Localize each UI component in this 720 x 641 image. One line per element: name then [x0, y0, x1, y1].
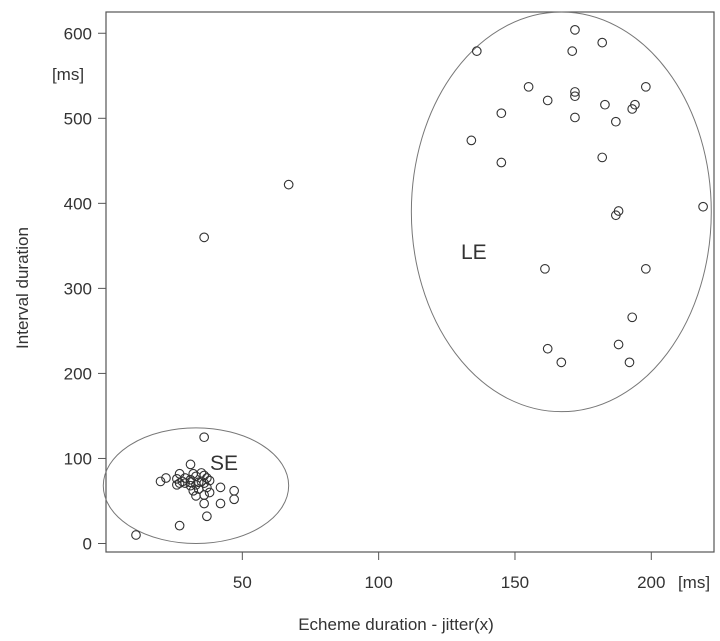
- data-point: [467, 136, 476, 145]
- y-unit-label: [ms]: [52, 65, 84, 84]
- data-point: [543, 344, 552, 353]
- data-point: [230, 486, 239, 495]
- data-point: [598, 153, 607, 162]
- data-point: [200, 499, 209, 508]
- x-tick-label: 150: [501, 573, 529, 592]
- data-point: [557, 358, 566, 367]
- data-point: [642, 265, 651, 274]
- data-point: [472, 47, 481, 56]
- data-point: [175, 521, 184, 530]
- x-tick-label: 100: [364, 573, 392, 592]
- data-point: [284, 180, 293, 189]
- x-axis-label: Echeme duration - jitter(x): [298, 615, 494, 634]
- data-point: [612, 117, 621, 126]
- region-label-le: LE: [461, 241, 487, 264]
- data-point: [628, 313, 637, 322]
- y-axis: 0 100 200 300 400 500 600: [64, 24, 106, 553]
- y-tick-label: 200: [64, 364, 92, 383]
- data-point: [230, 495, 239, 504]
- data-point: [571, 113, 580, 122]
- y-tick-label: 0: [83, 534, 92, 553]
- data-point: [497, 109, 506, 118]
- y-tick-label: 100: [64, 449, 92, 468]
- x-axis: 50 100 150 200: [233, 552, 666, 592]
- data-point: [614, 340, 623, 349]
- data-point: [175, 469, 184, 478]
- data-point: [571, 26, 580, 35]
- data-point: [186, 460, 195, 469]
- data-point: [541, 265, 550, 274]
- x-tick-label: 50: [233, 573, 252, 592]
- data-point: [203, 512, 212, 521]
- data-point: [568, 47, 577, 56]
- data-point: [601, 100, 610, 109]
- x-tick-label: 200: [637, 573, 665, 592]
- x-unit-label: [ms]: [678, 573, 710, 592]
- data-point: [205, 488, 214, 497]
- data-point: [216, 499, 225, 508]
- y-tick-label: 600: [64, 24, 92, 43]
- region-label-se: SE: [210, 452, 238, 475]
- y-axis-label: Interval duration: [13, 227, 32, 349]
- data-point: [642, 83, 651, 92]
- y-tick-label: 300: [64, 279, 92, 298]
- data-point: [699, 202, 708, 211]
- data-point: [543, 96, 552, 105]
- data-point: [625, 358, 634, 367]
- region-ellipse-le: [411, 12, 711, 412]
- data-point: [524, 83, 533, 92]
- data-point: [598, 38, 607, 47]
- y-tick-label: 400: [64, 194, 92, 213]
- data-point: [497, 158, 506, 167]
- y-tick-label: 500: [64, 109, 92, 128]
- data-point: [200, 233, 209, 242]
- data-point: [132, 531, 141, 540]
- data-point: [216, 483, 225, 492]
- data-point: [200, 433, 209, 442]
